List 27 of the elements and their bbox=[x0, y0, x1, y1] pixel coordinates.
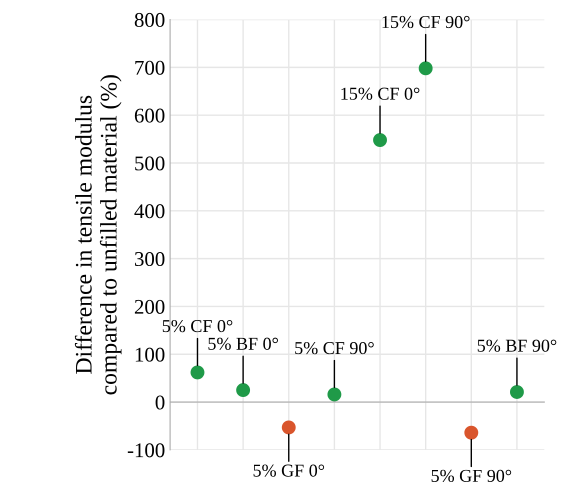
point bbox=[190, 365, 204, 380]
point bbox=[236, 383, 250, 398]
text: 5% BF 0° bbox=[208, 338, 278, 350]
y-tick-label: 800 bbox=[134, 12, 164, 27]
y-axis-title: Difference in tensile modulus compared to unfilled material (%) bbox=[74, 75, 122, 394]
text: 5% GF 90° bbox=[432, 470, 512, 482]
y-tick-label: 600 bbox=[134, 108, 164, 123]
text: 5% CF 90° bbox=[295, 342, 374, 354]
text: 15% CF 0° bbox=[341, 88, 420, 100]
y-tick-label: 500 bbox=[135, 156, 164, 170]
y-tick-label: -100 bbox=[128, 443, 164, 458]
text: 5% BF 90° bbox=[478, 340, 556, 352]
point bbox=[373, 133, 387, 147]
y-tick-label: 100 bbox=[136, 348, 164, 362]
text: 5% CF 0° bbox=[162, 320, 232, 332]
point bbox=[282, 420, 296, 434]
y-tick-label: 200 bbox=[134, 300, 164, 314]
point bbox=[327, 387, 342, 402]
y-tick-label: 700 bbox=[135, 60, 164, 75]
text: 15% CF 90° bbox=[382, 16, 470, 28]
text: 5% GF 0° bbox=[254, 464, 324, 477]
y-tick-label: 0 bbox=[156, 395, 164, 410]
point bbox=[464, 426, 478, 440]
point bbox=[510, 385, 524, 399]
point bbox=[418, 61, 433, 76]
y-tick-label: 400 bbox=[134, 204, 164, 218]
y-tick-label: 300 bbox=[134, 252, 164, 266]
